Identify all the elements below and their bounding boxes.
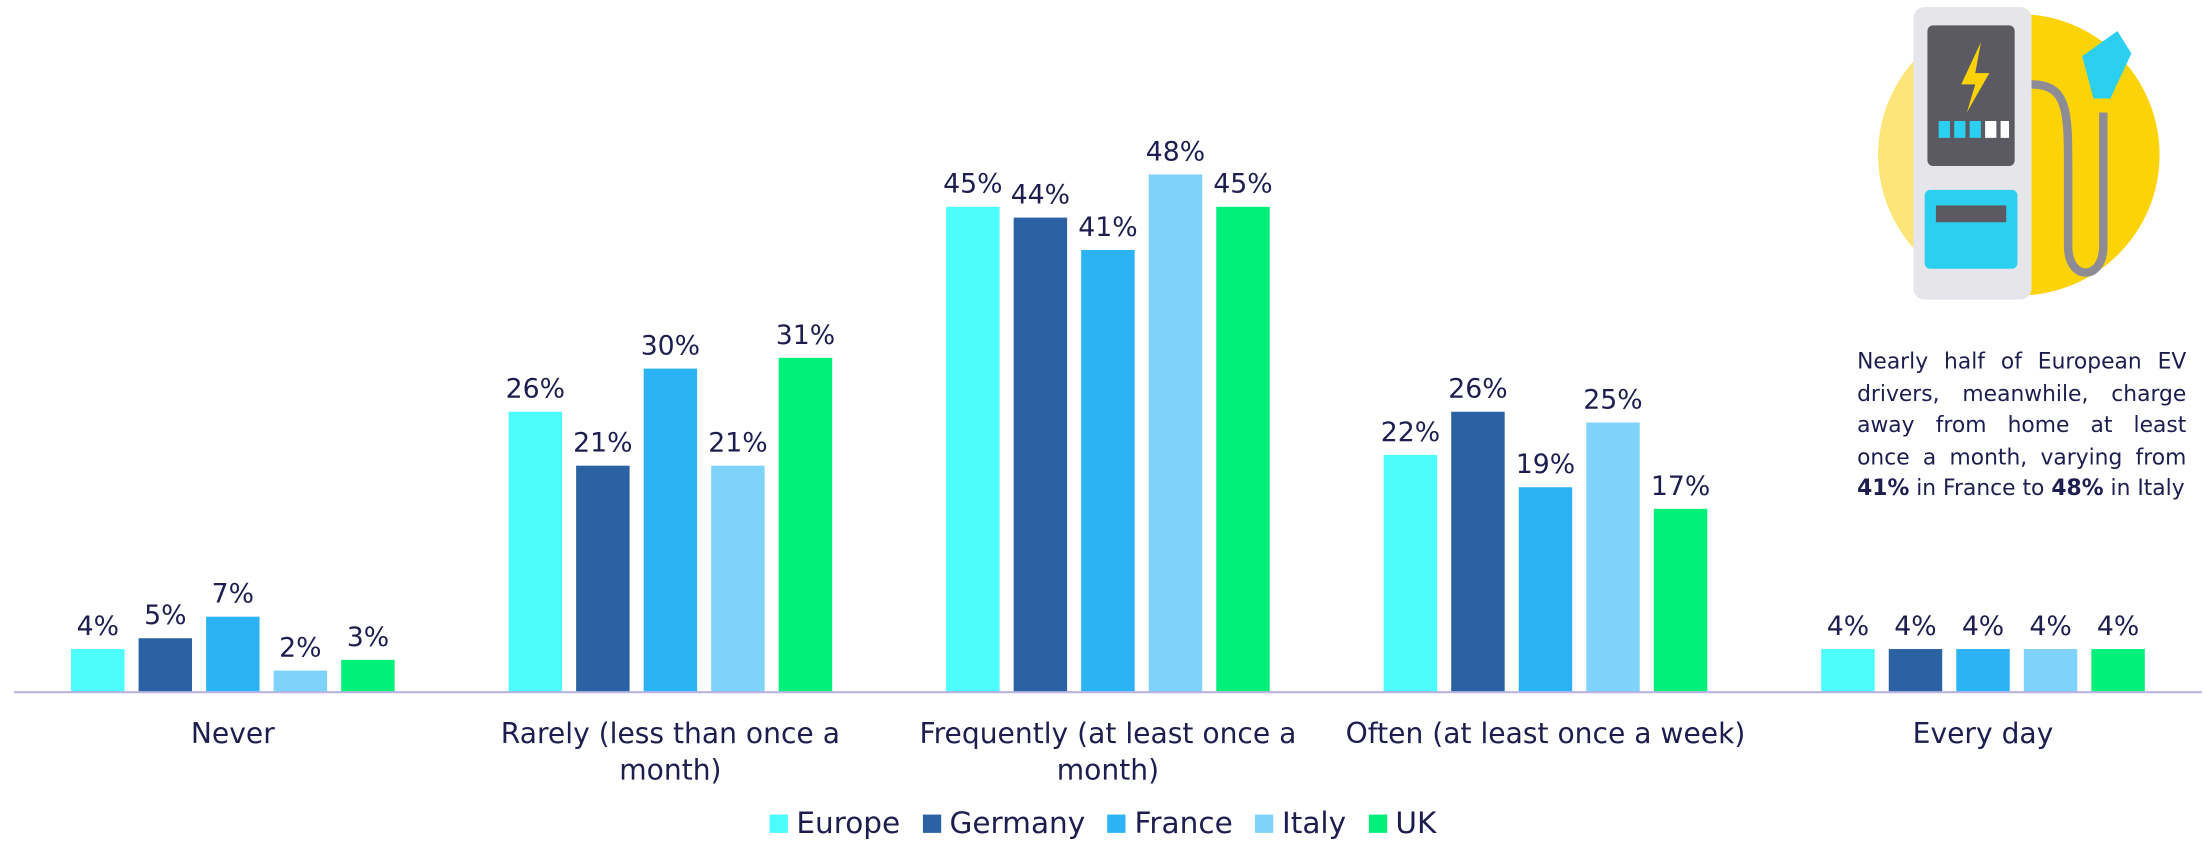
- bar: [206, 617, 259, 693]
- bar: [1451, 412, 1504, 692]
- bar: [1216, 207, 1269, 692]
- legend-item: France: [1108, 806, 1233, 840]
- value-label: 4%: [2097, 611, 2139, 642]
- bar: [509, 412, 562, 692]
- value-label: 4%: [1894, 611, 1936, 642]
- legend: Europe Germany France Italy UK: [0, 806, 2206, 840]
- legend-swatch: [923, 814, 941, 832]
- bar: [1586, 423, 1639, 693]
- bar: [1654, 509, 1707, 692]
- page: 4% 5% 7% 2% 3% 26% 21% 30% 21% 31% 45% 44% 41% 48% 45%…: [0, 0, 2206, 842]
- value-label: 21%: [708, 428, 767, 459]
- x-tick-label: Frequently (at least once a month): [897, 715, 1319, 788]
- value-label: 4%: [1827, 611, 1869, 642]
- legend-swatch: [1108, 814, 1126, 832]
- legend-label: France: [1135, 806, 1233, 840]
- value-label: 22%: [1381, 417, 1440, 448]
- legend-item: Germany: [923, 806, 1086, 840]
- annotation-bold: 41%: [1857, 476, 1909, 501]
- bar: [1889, 649, 1942, 692]
- value-label: 26%: [506, 374, 565, 405]
- annotation-text: Nearly half of European EV drivers, mean…: [1857, 349, 2186, 469]
- value-label: 2%: [279, 633, 321, 664]
- bar: [274, 671, 327, 693]
- legend-label: Germany: [949, 806, 1085, 840]
- value-label: 19%: [1516, 449, 1575, 480]
- bar: [341, 660, 394, 692]
- bar: [71, 649, 124, 692]
- x-tick-label: Every day: [1772, 715, 2194, 752]
- value-label: 4%: [77, 611, 119, 642]
- bar: [1081, 250, 1134, 692]
- legend-swatch: [1255, 814, 1273, 832]
- legend-swatch: [770, 814, 788, 832]
- value-label: 45%: [943, 169, 1002, 200]
- legend-label: UK: [1395, 806, 1436, 840]
- stage: 4% 5% 7% 2% 3% 26% 21% 30% 21% 31% 45% 44% 41% 48% 45%…: [0, 0, 2206, 843]
- legend-item: Italy: [1255, 806, 1346, 840]
- legend-item: UK: [1369, 806, 1437, 840]
- x-tick-label: Rarely (less than once a month): [459, 715, 881, 788]
- bar: [2024, 649, 2077, 692]
- annotation-text: in France to: [1916, 476, 2044, 501]
- bar: [1821, 649, 1874, 692]
- bar: [946, 207, 999, 692]
- bar: [711, 466, 764, 693]
- value-label: 26%: [1448, 374, 1507, 405]
- value-label: 48%: [1146, 136, 1205, 167]
- bar: [1149, 174, 1202, 692]
- value-label: 45%: [1213, 169, 1272, 200]
- value-label: 17%: [1651, 471, 1710, 502]
- legend-label: Europe: [796, 806, 900, 840]
- bar: [2091, 649, 2144, 692]
- value-label: 25%: [1583, 384, 1642, 415]
- bar: [779, 358, 832, 692]
- bar: [644, 369, 697, 693]
- x-tick-label: Never: [22, 715, 444, 752]
- charger-icon: [1878, 7, 2159, 300]
- value-label: 3%: [347, 622, 389, 653]
- legend-item: Europe: [770, 806, 901, 840]
- value-label: 5%: [144, 600, 186, 631]
- bar: [576, 466, 629, 693]
- value-label: 4%: [2029, 611, 2071, 642]
- annotation-text: in Italy: [2111, 476, 2185, 501]
- value-label: 30%: [641, 331, 700, 362]
- value-label: 31%: [776, 320, 835, 351]
- legend-swatch: [1369, 814, 1387, 832]
- bar: [1384, 455, 1437, 692]
- annotation-bold: 48%: [2051, 476, 2103, 501]
- x-tick-label: Often (at least once a week): [1334, 715, 1756, 752]
- value-label: 4%: [1962, 611, 2004, 642]
- bar: [139, 638, 192, 692]
- value-label: 44%: [1011, 180, 1070, 211]
- value-label: 7%: [212, 579, 254, 610]
- value-label: 41%: [1078, 212, 1137, 243]
- bar: [1519, 487, 1572, 692]
- bar: [1014, 218, 1067, 693]
- bar: [1956, 649, 2009, 692]
- annotation: Nearly half of European EV drivers, mean…: [1857, 346, 2186, 504]
- legend-label: Italy: [1282, 806, 1346, 840]
- value-label: 21%: [573, 428, 632, 459]
